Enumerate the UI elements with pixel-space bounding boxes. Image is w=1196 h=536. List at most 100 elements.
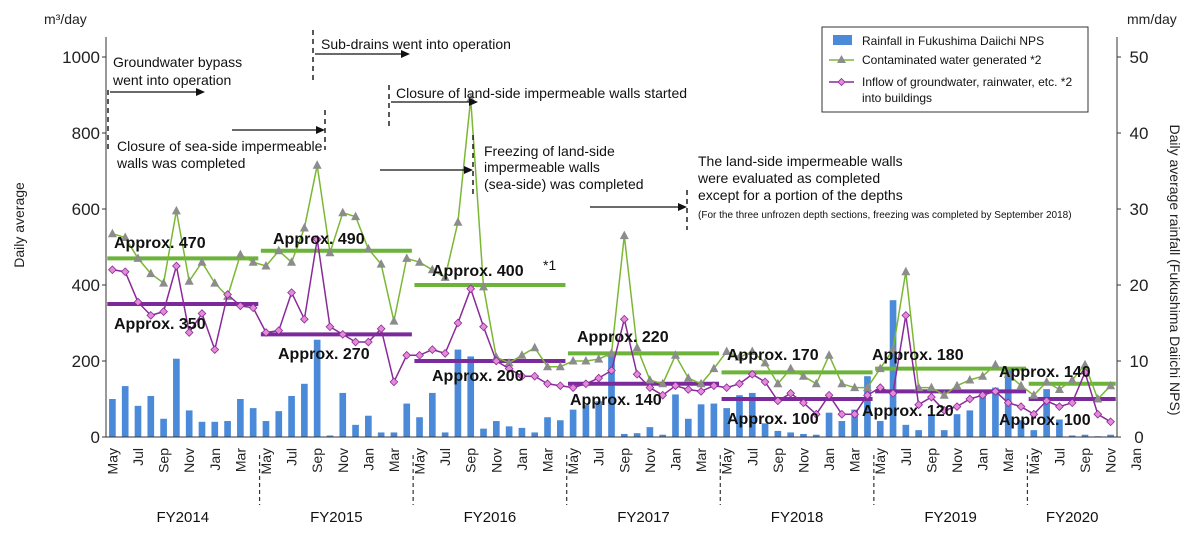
average-label: Approx. 220: [577, 329, 669, 346]
rainfall-bar: [633, 433, 641, 437]
x-tick-label: Sep: [463, 448, 479, 473]
right-axis-tick-label: 40: [1130, 124, 1149, 143]
inflow-marker: [543, 379, 552, 389]
contaminated-water-marker: [1054, 384, 1064, 393]
inflow-marker: [325, 322, 335, 332]
contaminated-water-marker: [875, 363, 885, 373]
inflow-marker: [261, 328, 271, 337]
contaminated-water-marker: [415, 257, 425, 266]
contaminated-water-marker: [939, 390, 949, 399]
rainfall-bar: [672, 394, 679, 437]
inflow-marker: [581, 379, 591, 389]
rainfall-bar: [480, 428, 487, 437]
rainfall-bar: [160, 418, 167, 437]
average-label: Approx. 140: [570, 392, 662, 409]
legend-inflow-marker: [837, 77, 846, 87]
inflow-marker: [517, 371, 527, 381]
inflow-marker: [658, 390, 668, 400]
inflow-marker: [632, 369, 642, 379]
average-label: Approx. 120: [862, 403, 954, 420]
x-tick-label: May: [104, 448, 120, 474]
inflow-marker: [1055, 402, 1064, 411]
legend-rainfall-swatch: [833, 35, 852, 45]
rainfall-bar: [774, 430, 782, 437]
inflow-marker: [683, 385, 693, 394]
rainfall-bar: [454, 349, 462, 437]
average-label: Approx. 350: [114, 316, 206, 333]
inflow-marker: [1016, 402, 1026, 411]
average-label: Approx. 180: [872, 347, 964, 364]
inflow-marker: [504, 364, 514, 373]
rainfall-bar: [403, 403, 411, 437]
rainfall-bar: [1081, 434, 1089, 437]
contaminated-water-marker: [517, 350, 527, 359]
right-axis-tick-label: 0: [1134, 428, 1143, 447]
rainfall-bar: [812, 434, 820, 437]
rainfall-bar: [748, 392, 756, 437]
contaminated-water-marker: [696, 378, 706, 388]
rainfall-bar: [736, 395, 743, 437]
annotation-text: were evaluated as completed: [697, 170, 880, 186]
inflow-marker: [210, 345, 220, 354]
x-tick-label: Jul: [1051, 448, 1067, 466]
contaminated-water-marker: [1003, 369, 1013, 378]
rainfall-bar: [544, 417, 551, 437]
seaside-arrow-head: [316, 126, 325, 134]
rainfall-bar: [992, 387, 999, 437]
annotation-text: Groundwater bypass: [113, 54, 242, 70]
inflow-marker: [133, 297, 143, 307]
rainfall-bar: [352, 424, 359, 437]
contaminated-water-marker: [504, 357, 514, 367]
bypass-arrow-head: [196, 88, 205, 96]
contaminated-water-marker: [709, 363, 719, 373]
rainfall-bar: [416, 417, 423, 437]
inflow-marker: [594, 373, 604, 383]
inflow-marker: [799, 398, 808, 408]
left-axis-tick-label: 200: [72, 352, 100, 371]
rainfall-bar: [237, 399, 244, 437]
inflow-marker: [1003, 398, 1013, 408]
average-labels: Approx. 470 Approx. 350 Approx. 490 Approx.…: [114, 231, 1091, 429]
inflow-marker: [184, 328, 194, 337]
contaminated-water-marker: [632, 342, 642, 352]
inflow-marker: [479, 322, 488, 332]
contaminated-water-marker: [901, 266, 911, 276]
average-label: Approx. 100: [999, 412, 1091, 429]
contaminated-water-marker: [159, 278, 169, 287]
rainfall-bar: [121, 386, 129, 437]
inflow-marker: [236, 301, 245, 311]
rainfall-bar: [569, 409, 577, 437]
inflow-marker: [1093, 409, 1103, 419]
x-tick-label: Mar: [386, 448, 402, 472]
x-tick-label: May: [719, 448, 735, 474]
inflow-marker: [607, 366, 616, 375]
inflow-marker: [837, 409, 847, 419]
left-axis-tick-label: 400: [72, 276, 100, 295]
fiscal-year-label: FY2020: [1046, 509, 1099, 526]
x-tick-label: Jul: [437, 448, 453, 466]
contaminated-water-marker: [146, 268, 156, 278]
contaminated-water-marker: [555, 361, 565, 371]
contaminated-water-marker: [299, 223, 309, 232]
inflow-marker: [159, 307, 168, 316]
inflow-marker: [1042, 396, 1051, 406]
x-tick-label: Nov: [181, 448, 197, 473]
contaminated-water-marker: [530, 342, 540, 352]
inflow-marker: [786, 388, 796, 398]
rainfall-bar: [339, 392, 347, 437]
average-label: Approx. 140: [999, 364, 1091, 381]
inflow-marker: [811, 409, 821, 419]
fiscal-year-label: FY2015: [310, 509, 363, 526]
contaminated-water-marker: [594, 354, 604, 363]
rainfall-bar: [441, 432, 449, 437]
contaminated-water-marker: [773, 378, 783, 388]
contaminated-water-marker: [261, 261, 271, 270]
rainfall-bar: [620, 433, 628, 437]
average-note: *1: [543, 257, 556, 273]
inflow-marker: [888, 388, 898, 398]
legend-inflow-label: Inflow of groundwater, rainwater, etc. *…: [862, 75, 1072, 89]
inflow-marker: [568, 383, 578, 392]
rainfall-bar: [595, 401, 603, 437]
contaminated-water-marker: [926, 382, 936, 392]
